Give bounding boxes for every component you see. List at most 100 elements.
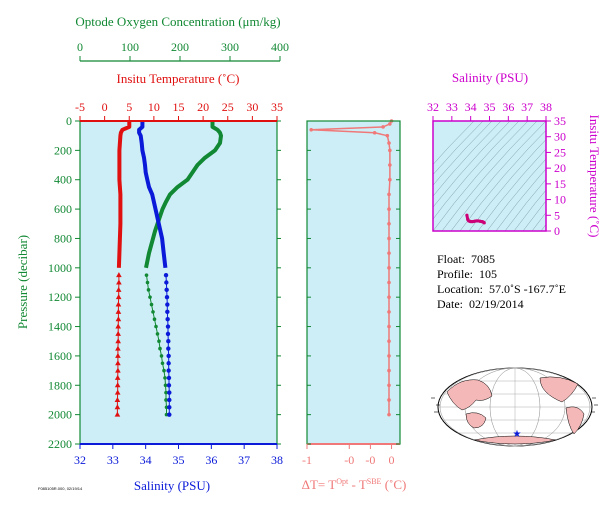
delta-t-point: [387, 368, 391, 373]
delta-t-point: [372, 130, 377, 135]
profile-panel: 0200400600800100012001400160018002000220…: [15, 14, 289, 493]
ts-salinity-tick-label: 33: [446, 100, 458, 114]
delta-t-point: [387, 324, 391, 329]
delta-t-tick-label: -1: [302, 453, 312, 467]
delta-t-point: [388, 163, 392, 167]
location-line: Location: 57.0˚S -167.7˚E: [437, 282, 566, 296]
oxygen-deep-point: [154, 324, 158, 329]
delta-t-point: [387, 207, 391, 211]
delta-t-tick-label: 0: [389, 453, 395, 467]
delta-t-point: [387, 339, 391, 344]
temperature-deep-point: [114, 411, 121, 417]
temperature-tick-label: -5: [75, 100, 85, 114]
ts-isopycnal: [459, 129, 546, 231]
temperature-deep-point: [114, 396, 121, 402]
salinity-deep-point: [166, 353, 171, 359]
pressure-tick-label: 1800: [48, 378, 72, 392]
salinity-deep-point: [165, 309, 170, 315]
salinity-tick-label: 38: [271, 453, 283, 467]
temperature-tick-label: 5: [126, 100, 132, 114]
ts-temperature-tick-label: 15: [554, 177, 566, 191]
salinity-deep-point: [166, 346, 171, 351]
float-info: Float: 7085 Profile: 105 Location: 57.0˚S -…: [437, 252, 566, 311]
delta-t-point: [388, 148, 392, 153]
delta-t-point: [381, 125, 385, 129]
ts-salinity-tick-label: 36: [502, 100, 514, 114]
oxygen-deep-point: [164, 390, 168, 395]
ts-isopycnal: [433, 121, 529, 231]
delta-t-point: [387, 280, 391, 285]
ts-temperature-label: Insitu Temperature (˚C): [587, 114, 602, 237]
temperature-deep-point: [115, 330, 121, 336]
temperature-deep-point: [115, 301, 122, 307]
ts-temperature-tick-label: 0: [554, 224, 560, 238]
ts-isopycnal: [450, 121, 546, 231]
oxygen-deep-point: [146, 288, 151, 292]
salinity-tick-label: 36: [205, 453, 217, 467]
delta-t-panel-background: [307, 121, 400, 444]
delta-t-point: [387, 192, 391, 197]
delta-t-point: [309, 128, 314, 132]
temperature-tick-label: 25: [222, 100, 234, 114]
temperature-deep-point: [116, 272, 122, 278]
ts-point: [465, 213, 469, 217]
ts-salinity-label: Salinity (PSU): [452, 70, 528, 85]
salinity-axis-label: Salinity (PSU): [134, 478, 210, 493]
delta-t-point: [387, 354, 391, 358]
ts-temperature-tick-label: 20: [554, 161, 566, 175]
ts-isopycnal: [468, 139, 546, 231]
delta-t-point: [387, 141, 391, 145]
ts-isopycnal: [486, 158, 546, 231]
delta-t-point: [388, 122, 392, 126]
delta-t-panel: -1 -0 -0 0 ΔT= TOpt - TSBE (˚C): [302, 119, 406, 492]
delta-t-point: [387, 398, 391, 402]
ts-temperature-tick-label: 25: [554, 145, 566, 159]
pressure-tick-label: 0: [66, 114, 72, 128]
delta-t-point: [387, 310, 391, 314]
temperature-deep-point: [115, 316, 122, 322]
ts-temperature-tick-label: 30: [554, 130, 566, 144]
temperature-deep-point: [114, 382, 121, 388]
map-land-asia: [446, 379, 493, 411]
temperature-deep-point: [115, 352, 121, 358]
ts-salinity-tick-label: 35: [484, 100, 496, 114]
oxygen-tick-label: 0: [77, 40, 83, 54]
ts-isopycnal: [522, 200, 546, 231]
salinity-deep-point: [166, 339, 171, 344]
delta-t-point: [385, 133, 390, 138]
ts-salinity-tick-label: 37: [521, 100, 533, 114]
ts-isopycnal: [433, 121, 493, 186]
temperature-deep-point: [115, 338, 121, 344]
salinity-deep-point: [166, 375, 172, 381]
salinity-deep-point: [166, 361, 171, 366]
pressure-tick-label: 1400: [48, 320, 72, 334]
ts-isopycnal: [433, 121, 502, 197]
temperature-deep-point: [115, 360, 121, 366]
ts-isopycnal: [433, 121, 475, 165]
ts-series-group: [465, 213, 486, 225]
footer-code: F085105R.000, 02/19/14: [38, 486, 83, 491]
pressure-tick-label: 400: [54, 173, 72, 187]
profile-line: Profile: 105: [437, 267, 497, 281]
delta-t-series-group: [309, 119, 394, 417]
delta-t-point: [387, 221, 391, 226]
oxygen-tick-label: 300: [221, 40, 239, 54]
ts-isopycnal: [531, 211, 546, 231]
ts-isopycnal: [540, 223, 546, 231]
ts-temperature-tick-label: 35: [554, 114, 566, 128]
ts-temperature-tick-label: 10: [554, 193, 566, 207]
pressure-tick-label: 600: [54, 202, 72, 216]
map-land-australia: [465, 412, 487, 429]
oxygen-deep-point: [163, 376, 167, 380]
salinity-deep-point: [163, 272, 169, 278]
temperature-deep-point: [114, 374, 121, 380]
oxygen-deep-point: [152, 317, 157, 322]
salinity-deep-point: [166, 368, 171, 373]
ts-isopycnal: [504, 178, 546, 231]
ts-isopycnal: [495, 168, 546, 231]
delta-t-point: [387, 383, 391, 388]
salinity-deep-point: [164, 287, 169, 293]
salinity-tick-label: 32: [74, 453, 86, 467]
salinity-deep-point: [165, 331, 171, 337]
